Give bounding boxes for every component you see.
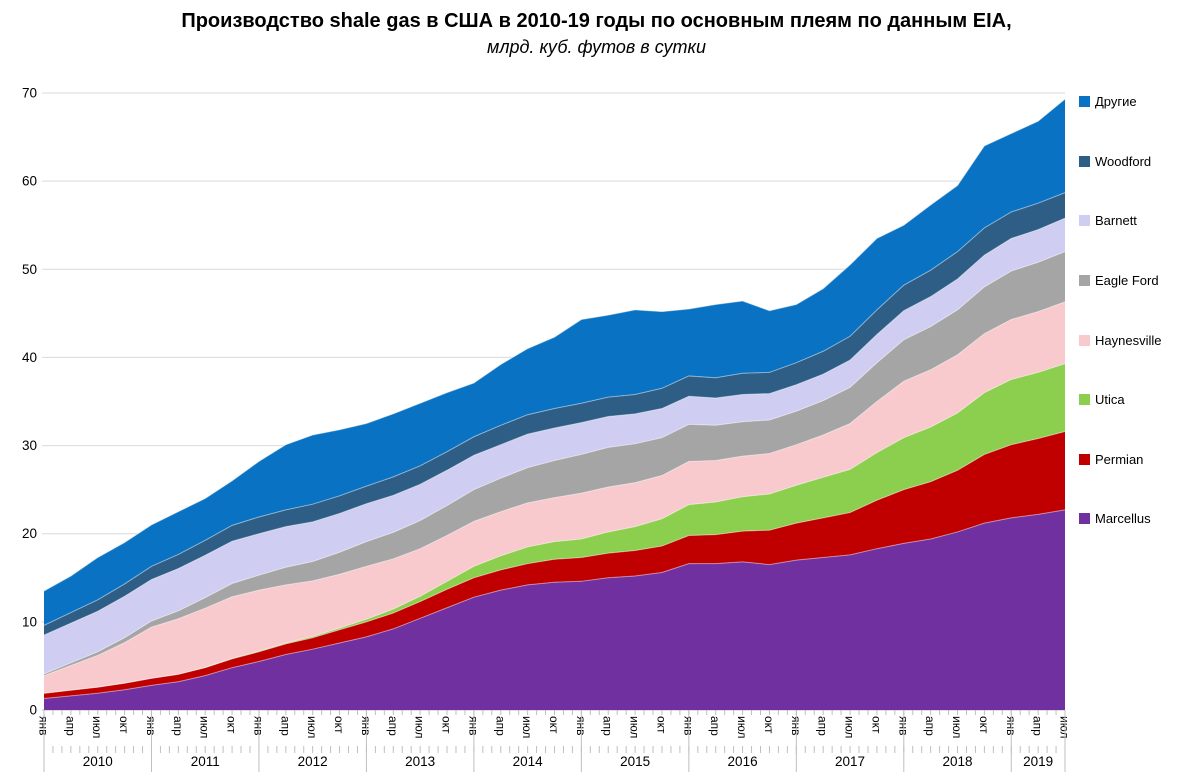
legend-item-permian: Permian xyxy=(1079,430,1193,490)
title-block: Производство shale gas в США в 2010-19 г… xyxy=(0,8,1193,60)
legend-swatch-utica xyxy=(1079,394,1090,406)
legend-item-eagle-ford: Eagle Ford xyxy=(1079,251,1193,311)
month-label: окт xyxy=(869,716,883,734)
legend-label: Haynesville xyxy=(1095,332,1162,348)
area-boundary-utica xyxy=(43,363,1066,694)
area-permian xyxy=(44,431,1065,699)
month-label: июл xyxy=(735,716,749,738)
month-label: апр xyxy=(278,716,292,736)
year-label: 2010 xyxy=(83,754,113,769)
month-label: апр xyxy=(601,716,615,736)
chart-subtitle: млрд. куб. футов в сутки xyxy=(486,37,706,57)
chart-legend: Другие Woodford Barnett Eagle Ford Haynesvil… xyxy=(1079,72,1193,549)
legend-label: Utica xyxy=(1095,392,1125,408)
month-label: апр xyxy=(493,716,507,736)
month-label: апр xyxy=(923,716,937,736)
area-boundary-permian xyxy=(43,430,1066,694)
month-label: окт xyxy=(977,716,991,734)
y-tick-label: 60 xyxy=(22,174,37,189)
area-boundary-haynesville xyxy=(43,301,1066,677)
area-eagle-ford xyxy=(44,251,1065,676)
legend-swatch-marcellus xyxy=(1079,513,1090,525)
month-label: апр xyxy=(708,716,722,736)
y-tick-label: 70 xyxy=(22,86,37,101)
year-label: 2018 xyxy=(943,754,973,769)
month-label: окт xyxy=(654,716,668,734)
month-label: апр xyxy=(171,716,185,736)
legend-item-barnett: Barnett xyxy=(1079,191,1193,251)
y-tick-label: 40 xyxy=(22,350,37,365)
legend-swatch-barnett xyxy=(1079,215,1090,227)
year-label: 2016 xyxy=(728,754,758,769)
month-label: апр xyxy=(386,716,400,736)
area-другие xyxy=(44,99,1065,626)
month-label: апр xyxy=(63,716,77,736)
month-label: июл xyxy=(90,716,104,738)
month-label: июл xyxy=(413,716,427,738)
y-tick-label: 50 xyxy=(22,262,37,277)
month-label: окт xyxy=(117,716,131,734)
year-label: 2012 xyxy=(298,754,328,769)
month-label: июл xyxy=(305,716,319,738)
legend-label: Permian xyxy=(1095,451,1144,467)
month-label: апр xyxy=(816,716,830,736)
legend-label: Barnett xyxy=(1095,213,1137,229)
year-label: 2014 xyxy=(513,754,544,769)
month-label: июл xyxy=(520,716,534,738)
area-boundary-eagle-ford xyxy=(43,251,1066,675)
month-label: апр xyxy=(1031,716,1045,736)
year-label: 2019 xyxy=(1023,754,1053,769)
year-label: 2011 xyxy=(191,754,220,769)
legend-label: Marcellus xyxy=(1095,511,1151,527)
month-label: окт xyxy=(332,716,346,734)
year-label: 2017 xyxy=(835,754,865,769)
month-label: июл xyxy=(843,716,857,738)
year-label: 2015 xyxy=(620,754,650,769)
y-tick-label: 0 xyxy=(29,703,37,718)
area-boundary-marcellus xyxy=(43,509,1066,700)
y-tick-label: 10 xyxy=(22,614,37,629)
chart-title: Производство shale gas в США в 2010-19 г… xyxy=(181,10,1012,32)
area-boundary-barnett xyxy=(43,217,1066,636)
legend-swatch-woodford xyxy=(1079,155,1090,167)
month-label: окт xyxy=(547,716,561,734)
month-label: июл xyxy=(198,716,212,738)
y-tick-label: 30 xyxy=(22,438,37,453)
legend-label: Другие xyxy=(1095,94,1137,110)
month-label: окт xyxy=(762,716,776,734)
legend-item-haynesville: Haynesville xyxy=(1079,310,1193,370)
month-label: окт xyxy=(225,716,239,734)
legend-label: Woodford xyxy=(1095,153,1152,169)
legend-item-другие: Другие xyxy=(1079,72,1193,132)
y-tick-label: 20 xyxy=(22,526,37,541)
area-boundary-woodford xyxy=(43,192,1066,626)
legend-item-woodford: Woodford xyxy=(1079,132,1193,192)
legend-swatch-permian xyxy=(1079,453,1090,465)
area-woodford xyxy=(44,192,1065,636)
area-marcellus xyxy=(44,509,1065,710)
area-boundary-другие xyxy=(43,98,1066,592)
legend-item-marcellus: Marcellus xyxy=(1079,489,1193,549)
legend-swatch-haynesville xyxy=(1079,334,1090,346)
area-barnett xyxy=(44,218,1065,674)
legend-swatch-другие xyxy=(1079,96,1090,108)
month-label: июл xyxy=(628,716,642,738)
legend-label: Eagle Ford xyxy=(1095,273,1159,289)
year-label: 2013 xyxy=(405,754,435,769)
legend-swatch-eagle-ford xyxy=(1079,275,1090,287)
month-label: окт xyxy=(440,716,454,734)
legend-item-utica: Utica xyxy=(1079,370,1193,430)
month-label: июл xyxy=(950,716,964,738)
